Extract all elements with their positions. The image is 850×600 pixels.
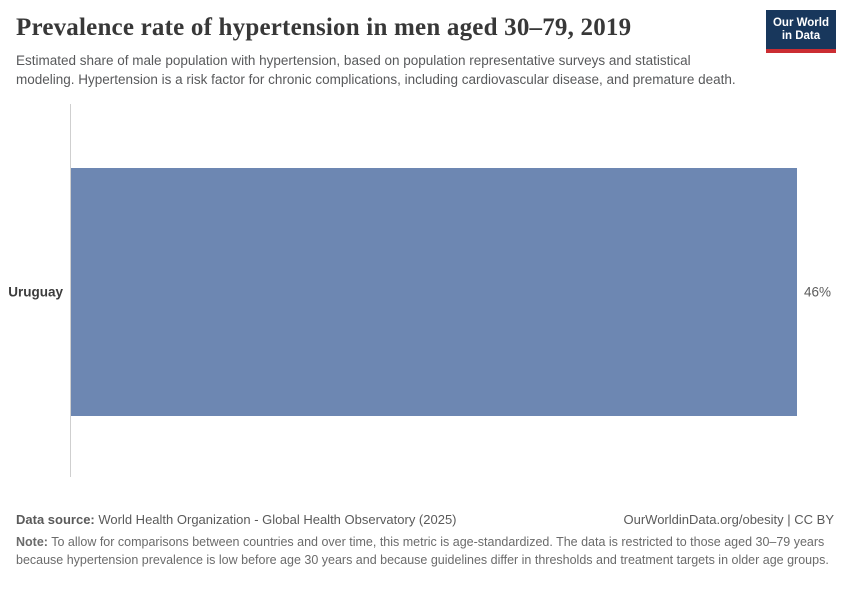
owid-logo: Our World in Data: [765, 10, 836, 53]
note-text: To allow for comparisons between countri…: [16, 535, 829, 567]
note-label: Note:: [16, 535, 48, 549]
entity-label-uruguay[interactable]: Uruguay: [8, 284, 63, 300]
chart-title: Prevalence rate of hypertension in men a…: [16, 14, 632, 41]
owid-logo-line2: in Data: [781, 30, 821, 42]
data-source: Data source: World Health Organization -…: [16, 512, 457, 527]
source-line: Data source: World Health Organization -…: [16, 512, 834, 527]
bar-row: Uruguay 46%: [8, 168, 831, 417]
chart-subtitle: Estimated share of male population with …: [16, 53, 736, 88]
chart-footer: Data source: World Health Organization -…: [16, 512, 834, 569]
plot-area: Uruguay 46%: [8, 104, 831, 478]
chart-note: Note: To allow for comparisons between c…: [16, 534, 834, 569]
bar-uruguay[interactable]: 46%: [71, 168, 831, 417]
data-source-text: World Health Organization - Global Healt…: [94, 512, 457, 527]
bar-chart: Uruguay 46%: [8, 104, 850, 478]
owid-logo-line1: Our World: [772, 17, 829, 29]
attribution-link[interactable]: OurWorldinData.org/obesity | CC BY: [623, 512, 835, 527]
value-label: 46%: [804, 284, 832, 300]
chart-header: Prevalence rate of hypertension in men a…: [0, 0, 850, 89]
data-source-label: Data source:: [16, 512, 95, 527]
